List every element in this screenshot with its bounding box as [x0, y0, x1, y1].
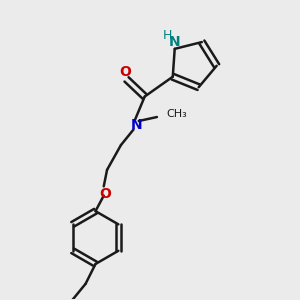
- Text: O: O: [100, 187, 111, 201]
- Text: O: O: [119, 65, 131, 79]
- Text: N: N: [169, 34, 181, 49]
- Text: N: N: [130, 118, 142, 132]
- Text: CH₃: CH₃: [166, 109, 187, 119]
- Text: H: H: [163, 29, 172, 42]
